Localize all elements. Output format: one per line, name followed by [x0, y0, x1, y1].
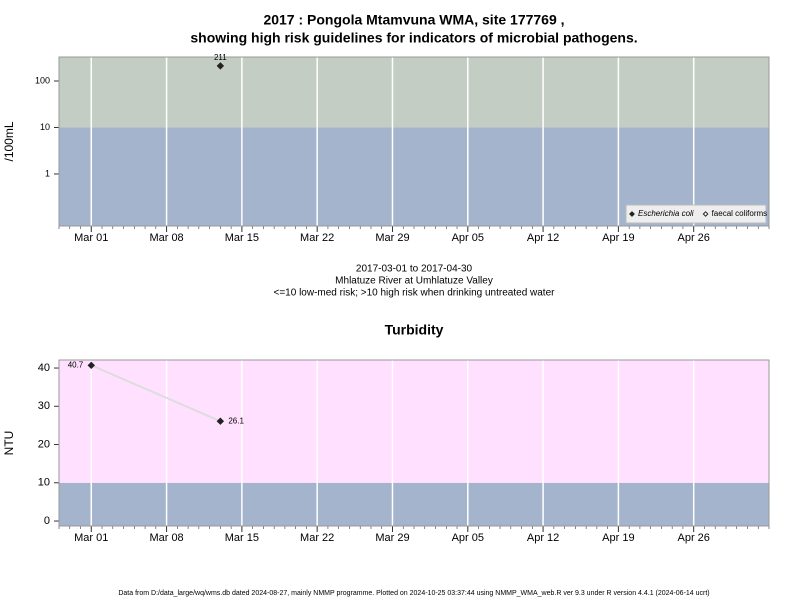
high-risk-band [59, 57, 769, 128]
x-tick-label: Mar 01 [74, 232, 108, 244]
legend-marker [702, 211, 709, 217]
x-tick-label: Apr 05 [452, 232, 484, 244]
y-tick-label: 20 [38, 438, 50, 450]
x-tick-label: Mar 15 [225, 532, 259, 544]
data-label: 26.1 [228, 416, 244, 425]
data-label: 211 [214, 53, 227, 62]
x-tick-label: Mar 08 [149, 532, 183, 544]
data-label: 40.7 [68, 360, 84, 369]
plot-frame [58, 56, 770, 227]
y-axis-label: NTU [2, 431, 16, 456]
x-tick-label: Mar 01 [74, 532, 108, 544]
footer: Data from D:/data_large/wq/wms.db dated … [118, 590, 709, 597]
legend-marker [629, 211, 635, 217]
point [216, 417, 225, 425]
y-tick-label: 10 [38, 477, 50, 489]
legend-label: Escherichia coli [638, 209, 694, 218]
x-tick-label: Apr 19 [602, 232, 634, 244]
y-tick-label: 10 [40, 122, 50, 132]
y-axis-label: /100mL [2, 121, 16, 161]
y-tick-label: 1 [45, 168, 50, 178]
x-tick-label: Apr 19 [602, 532, 634, 544]
x-tick-label: Mar 08 [149, 232, 183, 244]
note: 2017-03-01 to 2017-04-30 [356, 264, 473, 275]
x-tick-label: Mar 29 [375, 232, 409, 244]
low-risk-band [59, 482, 769, 526]
chart-title: Turbidity [385, 322, 444, 338]
legend: Escherichia coli faecal coliforms [625, 204, 768, 224]
x-tick-label: Apr 12 [527, 532, 559, 544]
high-risk-band [59, 360, 769, 483]
point [216, 62, 225, 70]
note: Mhlatuze River at Umhlatuze Valley [335, 276, 493, 287]
note: <=10 low-med risk; >10 high risk when dr… [274, 288, 556, 299]
chart-subtitle: showing high risk guidelines for indicat… [190, 30, 637, 46]
x-tick-label: Mar 22 [300, 232, 334, 244]
x-tick-label: Apr 26 [677, 532, 709, 544]
plot-frame [58, 359, 770, 527]
x-tick-label: Mar 29 [375, 532, 409, 544]
y-tick-label: 0 [44, 515, 50, 527]
legend-box [625, 204, 767, 224]
x-tick-label: Apr 26 [677, 232, 709, 244]
y-tick-label: 30 [38, 400, 50, 412]
legend-label: faecal coliforms [712, 209, 768, 218]
y-tick-label: 40 [38, 362, 50, 374]
x-tick-label: Apr 05 [452, 532, 484, 544]
series-line [90, 364, 221, 423]
point [87, 361, 95, 370]
x-tick-label: Mar 22 [300, 532, 334, 544]
chart-title: 2017 : Pongola Mtamvuna WMA, site 177769… [263, 12, 564, 28]
x-tick-label: Apr 12 [527, 232, 559, 244]
y-tick-label: 100 [35, 75, 50, 85]
x-tick-label: Mar 15 [225, 232, 259, 244]
